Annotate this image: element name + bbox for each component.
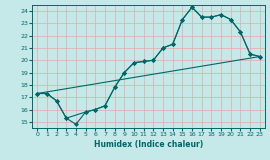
X-axis label: Humidex (Indice chaleur): Humidex (Indice chaleur) [94, 140, 203, 149]
